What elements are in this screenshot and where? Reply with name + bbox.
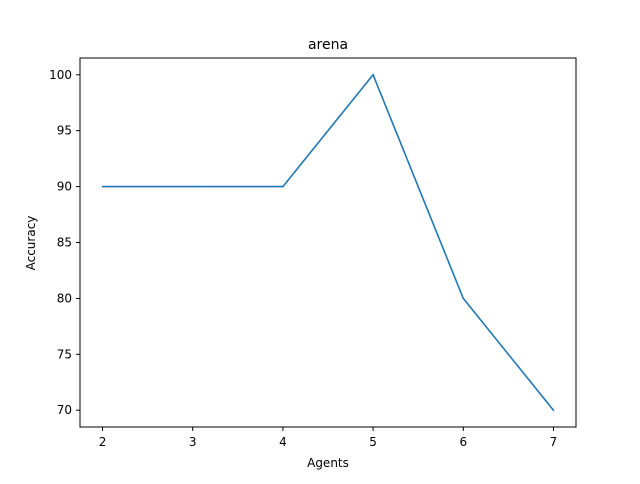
data-point: [552, 409, 555, 412]
data-point: [372, 73, 374, 76]
x-tick-label: 4: [279, 435, 287, 449]
x-tick-label: 6: [459, 435, 467, 449]
y-tick-label: 80: [57, 291, 72, 305]
data-point: [101, 185, 104, 188]
x-tick-label: 5: [369, 435, 377, 449]
y-tick-label: 90: [57, 180, 72, 194]
x-axis-label: Agents: [307, 456, 349, 470]
series-line: [102, 73, 555, 411]
data-point: [462, 297, 465, 300]
y-axis-label: Accuracy: [24, 216, 38, 271]
plot-frame: [79, 57, 577, 428]
data-point: [282, 185, 284, 188]
x-tick-label: 3: [189, 435, 197, 449]
plot-area: [101, 73, 555, 412]
x-tick-label: 7: [550, 435, 558, 449]
y-axis-ticks: 70 75 80 85 90 95 100: [49, 68, 80, 417]
y-tick-label: 75: [57, 347, 72, 361]
x-axis-ticks: 2 3 4 5 6 7: [99, 427, 558, 449]
y-tick-label: 85: [57, 236, 72, 250]
data-point: [191, 185, 194, 188]
chart-title: arena: [308, 37, 348, 53]
x-tick-label: 2: [99, 435, 107, 449]
y-tick-label: 100: [49, 68, 72, 82]
y-tick-label: 95: [57, 124, 72, 138]
y-tick-label: 70: [57, 403, 72, 417]
